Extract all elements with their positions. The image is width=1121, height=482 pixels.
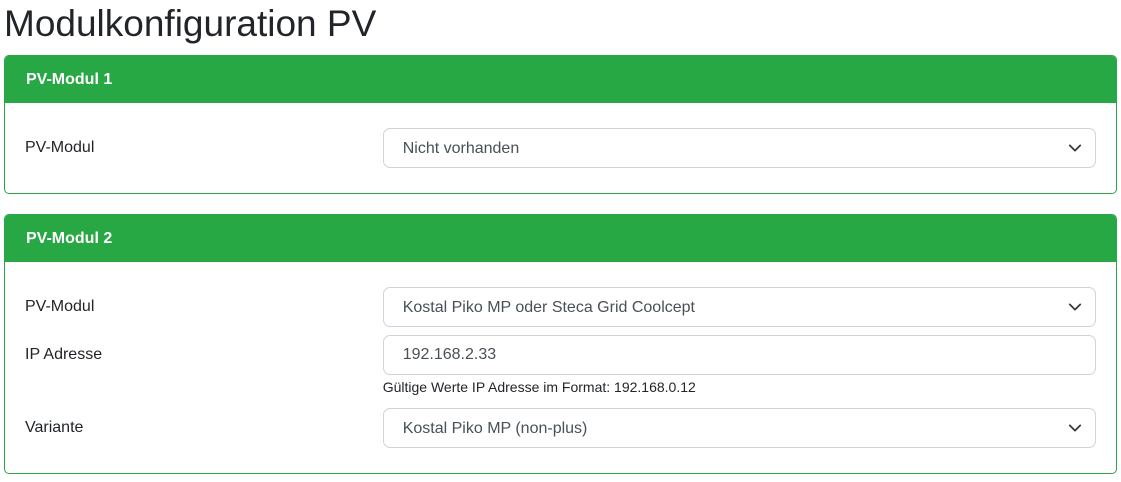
pv-module-2-card: PV-Modul 2 PV-Modul Kostal Piko MP oder … bbox=[4, 214, 1117, 475]
form-row-variante: Variante Kostal Piko MP (non-plus) bbox=[25, 408, 1096, 449]
ip-adresse-control-col: Gültige Werte IP Adresse im Format: 192.… bbox=[382, 335, 1096, 400]
pv-modul-2-label: PV-Modul bbox=[25, 298, 95, 316]
pv-module-2-card-body: PV-Modul Kostal Piko MP oder Steca Grid … bbox=[5, 262, 1116, 473]
pv-module-1-card: PV-Modul 1 PV-Modul Nicht vorhanden bbox=[4, 55, 1117, 195]
pv-module-2-card-header: PV-Modul 2 bbox=[5, 215, 1116, 263]
pv-modul-2-select-wrap: Kostal Piko MP oder Steca Grid Coolcept bbox=[382, 287, 1096, 328]
pv-modul-1-label: PV-Modul bbox=[25, 139, 95, 157]
ip-adresse-label: IP Adresse bbox=[25, 346, 103, 364]
form-row-ip-adresse: IP Adresse Gültige Werte IP Adresse im F… bbox=[25, 335, 1096, 400]
form-row-pv-modul-2: PV-Modul Kostal Piko MP oder Steca Grid … bbox=[25, 287, 1096, 328]
page-title: Modulkonfiguration PV bbox=[4, 3, 377, 44]
pv-modul-1-select-wrap: Nicht vorhanden bbox=[382, 128, 1096, 169]
variante-select[interactable]: Kostal Piko MP (non-plus) bbox=[382, 408, 1096, 449]
pv-modul-2-select[interactable]: Kostal Piko MP oder Steca Grid Coolcept bbox=[382, 287, 1096, 328]
form-row-pv-modul-1: PV-Modul Nicht vorhanden bbox=[25, 128, 1096, 169]
pv-modul-1-select[interactable]: Nicht vorhanden bbox=[382, 128, 1096, 169]
pv-module-1-card-body: PV-Modul Nicht vorhanden bbox=[5, 103, 1116, 193]
variante-label: Variante bbox=[25, 419, 84, 437]
variante-select-wrap: Kostal Piko MP (non-plus) bbox=[382, 408, 1096, 449]
ip-adresse-input[interactable] bbox=[382, 335, 1096, 376]
ip-format-help-text: Gültige Werte IP Adresse im Format: 192.… bbox=[382, 379, 696, 396]
pv-module-1-card-header: PV-Modul 1 bbox=[5, 56, 1116, 104]
